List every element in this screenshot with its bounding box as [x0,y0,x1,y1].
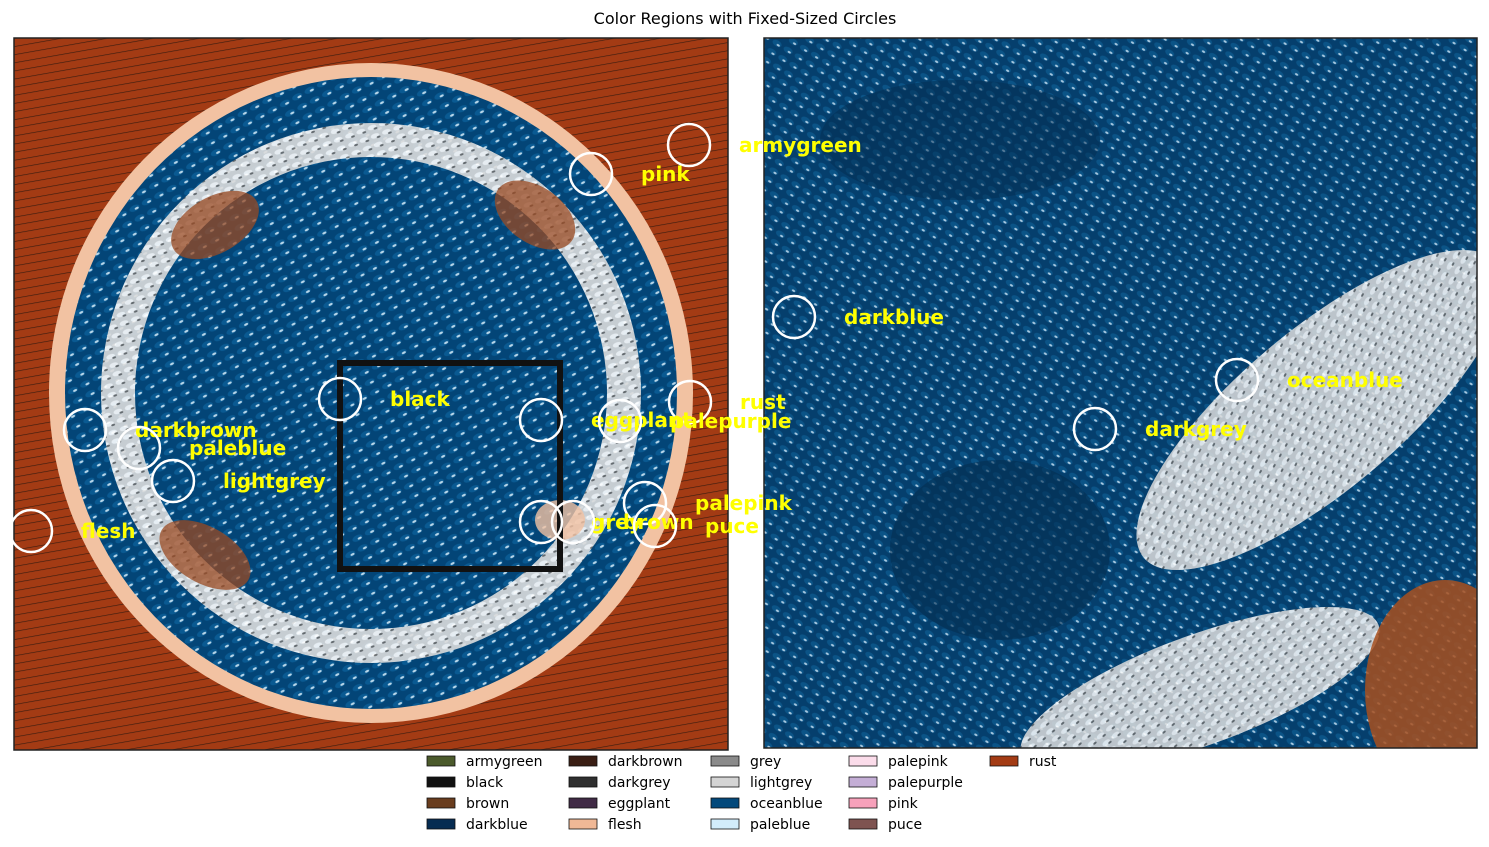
legend: armygreen black brown darkblue darkbrown dark… [426,754,1057,833]
circle-label-darkgrey: darkgrey [1145,417,1247,441]
circle-label-black: black [390,387,451,411]
legend-label-eggplant: eggplant [608,796,671,812]
legend-label-brown: brown [466,796,509,812]
circle-marker-palepurple [597,398,643,444]
circle-label-darkbrown: darkbrown [135,418,257,442]
circle-marker-darkblue [771,294,817,340]
legend-swatch-oceanblue [710,797,740,809]
circle-label-oceanblue: oceanblue [1287,368,1403,392]
legend-label-darkgrey: darkgrey [608,775,671,791]
circle-marker-paleblue [116,425,162,471]
circle-marker-rust [667,379,713,425]
legend-swatch-puce [848,818,878,830]
legend-label-armygreen: armygreen [466,754,542,770]
circle-label-lightgrey: lightgrey [223,469,326,493]
left-panel [13,37,729,751]
legend-label-pink: pink [888,796,919,812]
circle-label-darkblue: darkblue [844,305,944,329]
legend-label-darkbrown: darkbrown [608,754,683,770]
legend-label-darkblue: darkblue [466,817,528,833]
circle-marker-darkbrown [62,407,108,453]
circle-marker-black [317,376,363,422]
circle-label-puce: puce [705,514,759,538]
legend-label-oceanblue: oceanblue [750,796,823,812]
circle-marker-flesh [8,508,54,554]
legend-label-palepurple: palepurple [888,775,963,791]
legend-label-flesh: flesh [608,817,642,833]
legend-swatch-black [426,776,456,788]
legend-swatch-lightgrey [710,776,740,788]
legend-label-lightgrey: lightgrey [750,775,812,791]
legend-label-grey: grey [750,754,781,770]
legend-swatch-paleblue [710,818,740,830]
circle-marker-brown [550,499,596,545]
circle-marker-eggplant [518,397,564,443]
circle-marker-oceanblue [1214,357,1260,403]
circle-marker-grey [518,499,564,545]
legend-label-paleblue: paleblue [750,817,810,833]
right-panel-image [764,38,1477,748]
legend-label-black: black [466,775,504,791]
right-panel-frame [763,37,1478,749]
legend-swatch-darkgrey [568,776,598,788]
legend-label-rust: rust [1029,754,1057,770]
legend-swatch-darkblue [426,818,456,830]
legend-swatch-flesh [568,818,598,830]
circle-marker-palepink [622,480,668,526]
circle-label-armygreen: armygreen [739,133,862,157]
legend-swatch-pink [848,797,878,809]
circle-marker-puce [632,503,678,549]
chart-title: Color Regions with Fixed-Sized Circles [594,9,897,28]
legend-swatch-darkbrown [568,755,598,767]
legend-label-puce: puce [888,817,922,833]
legend-swatch-eggplant [568,797,598,809]
legend-swatch-armygreen [426,755,456,767]
circle-label-pink: pink [641,162,690,186]
circle-label-palepurple: palepurple [670,409,791,433]
circle-label-rust: rust [740,390,786,414]
circle-marker-darkgrey [1072,406,1118,452]
left-panel-image [14,38,728,750]
circle-marker-pink [568,151,614,197]
legend-swatch-rust [989,755,1019,767]
legend-swatch-palepurple [848,776,878,788]
circle-label-flesh: flesh [81,519,136,543]
legend-swatch-brown [426,797,456,809]
circle-marker-armygreen [666,122,712,168]
legend-label-palepink: palepink [888,754,949,770]
right-panel [763,37,1478,749]
highlight-box [337,360,563,572]
circle-label-palepink: palepink [695,491,793,515]
legend-swatch-palepink [848,755,878,767]
left-panel-frame [13,37,729,751]
circle-marker-lightgrey [150,458,196,504]
circle-label-paleblue: paleblue [189,436,286,460]
legend-swatch-grey [710,755,740,767]
